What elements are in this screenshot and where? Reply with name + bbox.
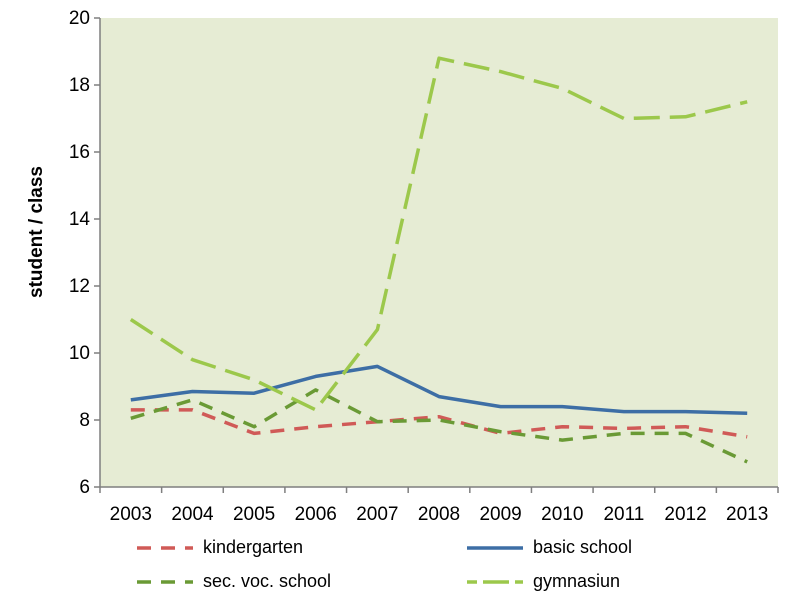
series-lines bbox=[129, 56, 748, 464]
x-tick-label: 2005 bbox=[233, 504, 275, 525]
series-line-sec-voc-school bbox=[130, 388, 748, 464]
legend-item: kindergarten bbox=[135, 537, 303, 558]
legend-swatch bbox=[467, 545, 523, 550]
legend-swatch bbox=[137, 579, 193, 584]
y-tick-label: 16 bbox=[69, 142, 90, 163]
x-tick-label: 2006 bbox=[295, 504, 337, 525]
plot-area bbox=[100, 18, 778, 487]
x-tick-label: 2012 bbox=[664, 504, 706, 525]
series-line-gymnasiun bbox=[129, 56, 748, 412]
x-tick-label: 2011 bbox=[603, 504, 644, 525]
y-tick-label: 8 bbox=[79, 410, 90, 431]
legend-label: gymnasiun bbox=[533, 571, 621, 591]
legend-swatch bbox=[467, 579, 523, 584]
legend-label: sec. voc. school bbox=[203, 571, 332, 591]
series-line-basic-school bbox=[130, 364, 748, 416]
legend-item: gymnasiun bbox=[465, 571, 620, 592]
legend-label: basic school bbox=[533, 537, 633, 557]
x-tick-label: 2007 bbox=[356, 504, 398, 525]
x-tick-label: 2003 bbox=[110, 504, 152, 525]
axes: 6 8 10 12 14 16 18 20 2003 2004 2005 2006 2007 2008 20… bbox=[69, 8, 779, 525]
x-tick-label: 2009 bbox=[479, 504, 521, 525]
x-tick-label: 2004 bbox=[171, 504, 214, 525]
legend-swatch bbox=[137, 545, 193, 550]
legend-label: kindergarten bbox=[203, 537, 304, 557]
x-tick-label: 2013 bbox=[726, 504, 768, 525]
series-line-kindergarten bbox=[130, 408, 748, 439]
y-tick-label: 18 bbox=[69, 75, 90, 96]
y-tick-label: 20 bbox=[69, 8, 90, 29]
x-tick-label: 2010 bbox=[541, 504, 583, 525]
legend-item: sec. voc. school bbox=[135, 571, 331, 592]
y-tick-label: 10 bbox=[69, 343, 90, 364]
x-tick-label: 2008 bbox=[418, 504, 460, 525]
legend-item: basic school bbox=[465, 537, 632, 558]
y-tick-label: 6 bbox=[79, 477, 90, 498]
y-tick-label: 12 bbox=[69, 276, 90, 297]
y-axis-label: student / class bbox=[26, 166, 47, 298]
y-tick-label: 14 bbox=[69, 209, 91, 230]
